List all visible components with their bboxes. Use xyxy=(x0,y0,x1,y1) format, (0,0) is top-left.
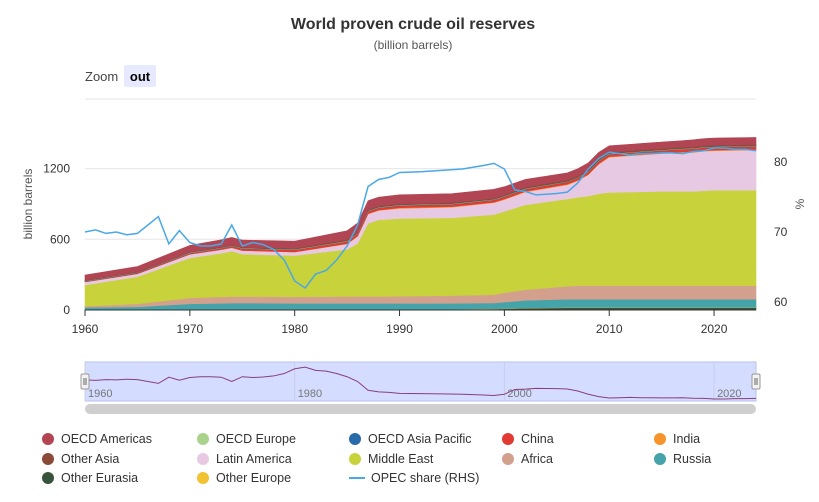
legend-item-oecd-asia-pacific[interactable]: OECD Asia Pacific xyxy=(349,432,472,446)
y2-tick-60: 60 xyxy=(774,295,788,309)
legend-item-opec-share-rhs[interactable]: OPEC share (RHS) xyxy=(349,471,479,485)
legend-label-latin-america: Latin America xyxy=(216,452,292,466)
legend-item-russia[interactable]: Russia xyxy=(654,452,711,466)
navigator-selection[interactable] xyxy=(84,361,757,402)
y-axis-title: billion barrels xyxy=(21,169,35,240)
opec-share-line-group xyxy=(84,147,757,290)
legend-label-other-europe: Other Europe xyxy=(216,471,292,485)
y2-tick-70: 70 xyxy=(774,225,788,239)
legend-symbol-middle-east xyxy=(349,453,361,465)
legend-symbol-russia xyxy=(654,453,666,465)
navigator-series-line xyxy=(84,366,757,400)
legend-label-russia: Russia xyxy=(673,452,712,466)
legend-symbol-china xyxy=(502,433,514,445)
legend-label-opec-share-rhs: OPEC share (RHS) xyxy=(371,471,480,485)
zoom-out-button[interactable]: out xyxy=(124,65,156,87)
x-tick-2000: 2000 xyxy=(491,322,518,336)
x-tick-1990: 1990 xyxy=(386,322,413,336)
legend-symbol-africa xyxy=(502,453,514,465)
navigator-handle-left[interactable] xyxy=(80,373,90,390)
navigator-tick-2020: 2020 xyxy=(717,388,741,400)
legend-symbol-oecd-asia-pacific xyxy=(349,433,361,445)
legend-item-china[interactable]: China xyxy=(502,432,554,446)
x-tick-2020: 2020 xyxy=(701,322,728,336)
zoom-label: Zoom xyxy=(85,69,118,84)
legend-symbol-other-asia xyxy=(42,453,54,465)
legend-symbol-other-europe xyxy=(197,472,209,484)
y-tick-600: 600 xyxy=(50,232,70,246)
legend-symbol-opec-share-rhs xyxy=(349,477,365,479)
legend-item-other-eurasia[interactable]: Other Eurasia xyxy=(42,471,138,485)
x-tick-1980: 1980 xyxy=(281,322,308,336)
navigator[interactable]: 1960 1980 2000 2020 xyxy=(80,361,761,414)
legend-symbol-latin-america xyxy=(197,453,209,465)
legend-label-africa: Africa xyxy=(521,452,553,466)
legend-label-other-asia: Other Asia xyxy=(61,452,120,466)
x-tick-1960: 1960 xyxy=(72,322,99,336)
legend-symbol-oecd-americas xyxy=(42,433,54,445)
navigator-tick-2000: 2000 xyxy=(507,388,531,400)
zoom-out-button-bg[interactable] xyxy=(124,65,156,87)
legend-item-oecd-europe[interactable]: OECD Europe xyxy=(197,432,296,446)
legend-item-other-asia[interactable]: Other Asia xyxy=(42,452,119,466)
zoom-out-button-label[interactable]: out xyxy=(130,69,151,84)
legend-label-oecd-europe: OECD Europe xyxy=(216,432,296,446)
navigator-handle-right[interactable] xyxy=(751,373,761,390)
legend-label-india: India xyxy=(673,432,701,446)
legend-item-oecd-americas[interactable]: OECD Americas xyxy=(42,432,152,446)
legend-symbol-oecd-europe xyxy=(197,433,209,445)
navigator-tick-1960: 1960 xyxy=(88,388,112,400)
legend-symbol-other-eurasia xyxy=(42,472,54,484)
chart-subtitle: (billion barrels) xyxy=(374,38,453,52)
x-tick-2010: 2010 xyxy=(596,322,623,336)
legend-label-other-eurasia: Other Eurasia xyxy=(61,471,139,485)
y-tick-1200: 1200 xyxy=(43,162,70,176)
legend-item-india[interactable]: India xyxy=(654,432,700,446)
legend-label-oecd-asia-pacific: OECD Asia Pacific xyxy=(368,432,472,446)
legend-item-africa[interactable]: Africa xyxy=(502,452,553,466)
legend-item-middle-east[interactable]: Middle East xyxy=(349,452,433,466)
x-tick-1970: 1970 xyxy=(176,322,203,336)
navigator-scrollbar[interactable] xyxy=(85,404,756,414)
plot-areas xyxy=(84,137,757,311)
y2-axis-title: % xyxy=(793,198,807,209)
chart-title: World proven crude oil reserves xyxy=(291,16,535,33)
legend-label-china: China xyxy=(521,432,554,446)
legend-symbol-india xyxy=(654,433,666,445)
area-oecd-americas xyxy=(84,137,757,281)
legend-item-latin-america[interactable]: Latin America xyxy=(197,452,292,466)
legend-label-oecd-americas: OECD Americas xyxy=(61,432,152,446)
legend-item-other-europe[interactable]: Other Europe xyxy=(197,471,291,485)
axes: 1960 1970 1980 1990 2000 2010 2020 0 600 1200 60 70… xyxy=(43,155,787,336)
y2-tick-80: 80 xyxy=(774,155,788,169)
navigator-tick-1980: 1980 xyxy=(298,388,322,400)
y-tick-0: 0 xyxy=(63,303,70,317)
opec-share-line xyxy=(84,147,757,290)
legend-label-middle-east: Middle East xyxy=(368,452,434,466)
